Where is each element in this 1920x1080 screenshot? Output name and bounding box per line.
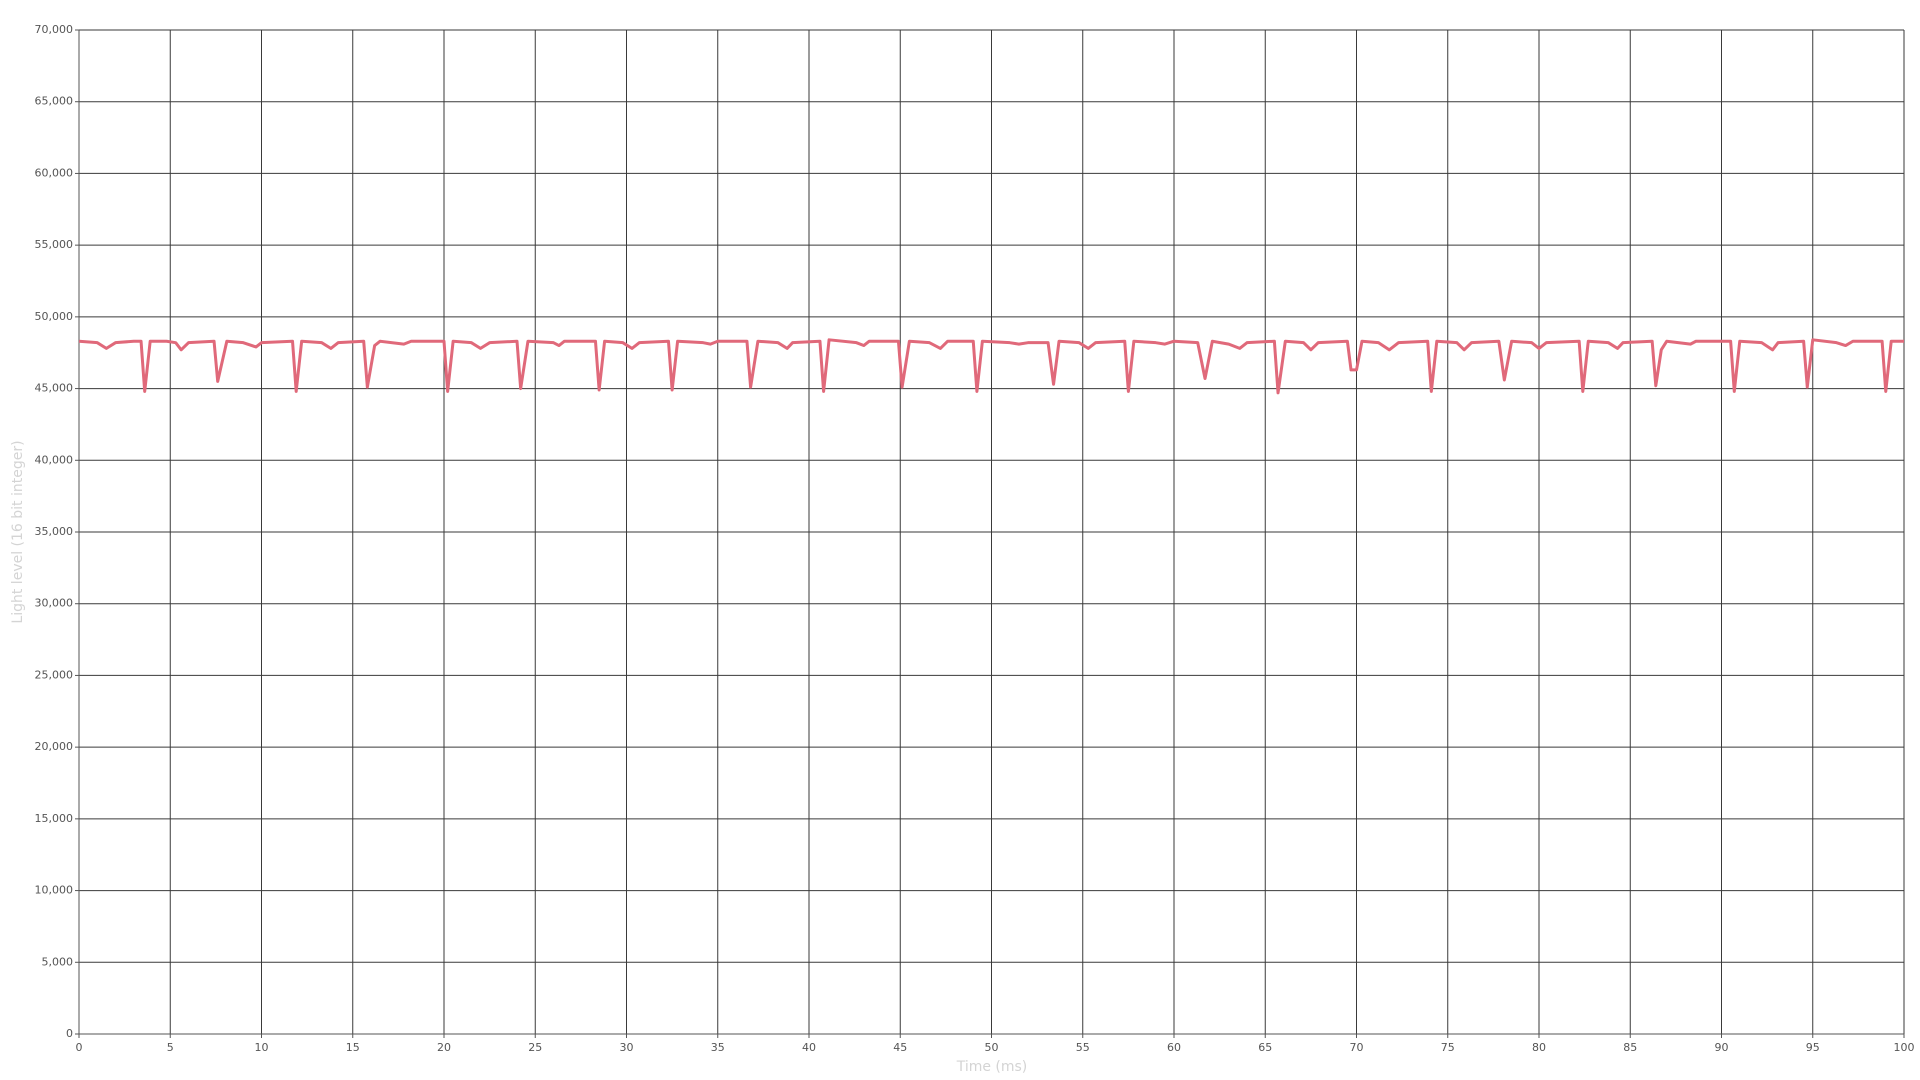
y-tick-label: 60,000 bbox=[35, 166, 74, 179]
x-axis-label: Time (ms) bbox=[956, 1059, 1028, 1075]
x-tick-label: 15 bbox=[346, 1041, 360, 1054]
x-tick-label: 70 bbox=[1350, 1041, 1364, 1054]
x-tick-label: 95 bbox=[1806, 1041, 1820, 1054]
x-tick-label: 45 bbox=[893, 1041, 907, 1054]
x-tick-label: 85 bbox=[1623, 1041, 1637, 1054]
x-tick-label: 80 bbox=[1532, 1041, 1546, 1054]
y-tick-label: 65,000 bbox=[35, 95, 74, 108]
y-tick-label: 30,000 bbox=[35, 597, 74, 610]
y-tick-label: 50,000 bbox=[35, 310, 74, 323]
y-tick-label: 0 bbox=[66, 1027, 73, 1040]
y-tick-label: 55,000 bbox=[35, 238, 74, 251]
x-tick-label: 55 bbox=[1076, 1041, 1090, 1054]
y-tick-label: 20,000 bbox=[35, 740, 74, 753]
x-tick-label: 90 bbox=[1715, 1041, 1729, 1054]
y-tick-label: 15,000 bbox=[35, 812, 74, 825]
y-axis-label: Light level (16 bit integer) bbox=[10, 440, 26, 623]
x-tick-label: 25 bbox=[528, 1041, 542, 1054]
x-tick-label: 65 bbox=[1258, 1041, 1272, 1054]
x-tick-label: 100 bbox=[1894, 1041, 1915, 1054]
x-tick-label: 20 bbox=[437, 1041, 451, 1054]
y-tick-label: 40,000 bbox=[35, 453, 74, 466]
x-tick-label: 0 bbox=[76, 1041, 83, 1054]
y-tick-label: 70,000 bbox=[35, 23, 74, 36]
y-tick-label: 10,000 bbox=[35, 884, 74, 897]
data-line bbox=[78, 338, 1904, 395]
x-tick-label: 60 bbox=[1167, 1041, 1181, 1054]
x-tick-label: 75 bbox=[1441, 1041, 1455, 1054]
x-tick-label: 10 bbox=[255, 1041, 269, 1054]
x-tick-label: 35 bbox=[711, 1041, 725, 1054]
y-tick-label: 25,000 bbox=[35, 668, 74, 681]
y-tick-label: 45,000 bbox=[35, 382, 74, 395]
y-tick-label: 5,000 bbox=[42, 955, 74, 968]
x-tick-label: 40 bbox=[802, 1041, 816, 1054]
y-tick-label: 35,000 bbox=[35, 525, 74, 538]
x-tick-label: 50 bbox=[985, 1041, 999, 1054]
x-tick-label: 5 bbox=[167, 1041, 174, 1054]
x-tick-label: 30 bbox=[620, 1041, 634, 1054]
